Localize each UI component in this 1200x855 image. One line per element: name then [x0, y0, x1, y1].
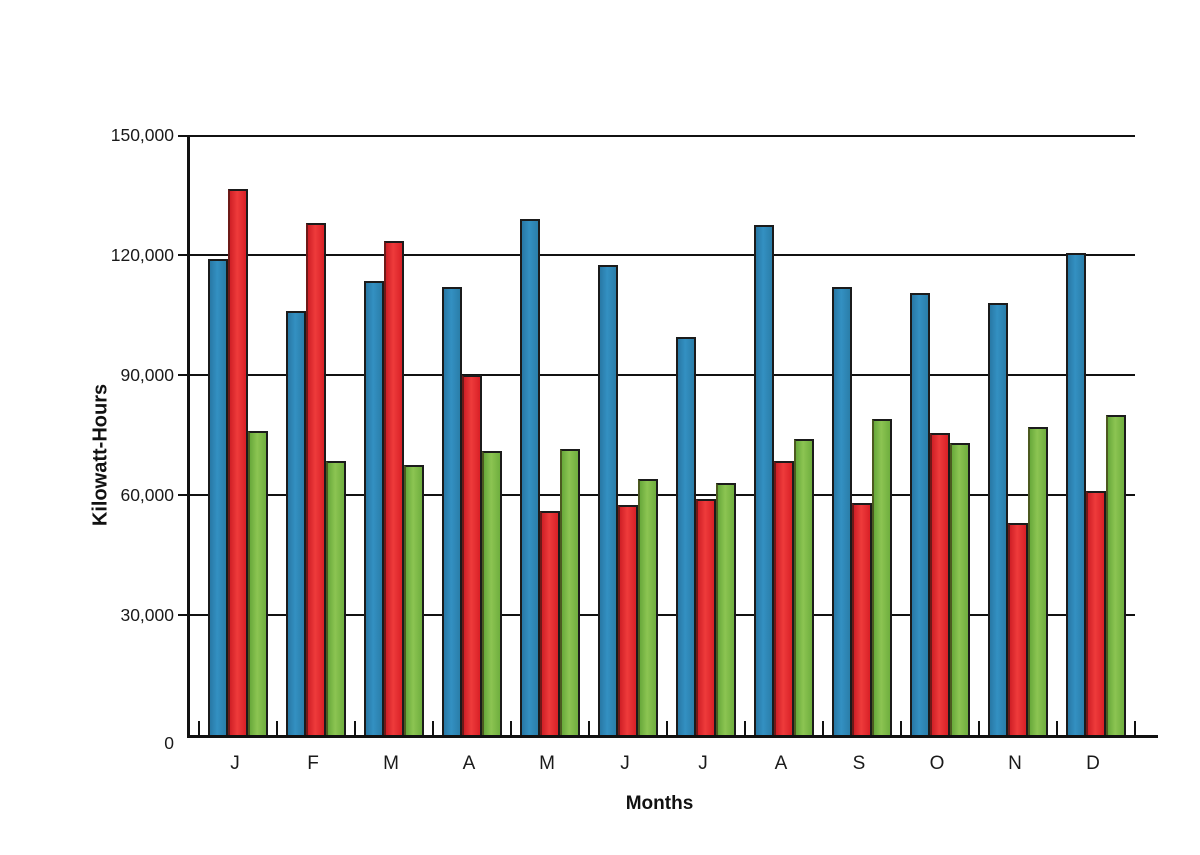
bar-m12-red	[1086, 491, 1106, 735]
x-tick-label-m4: A	[462, 753, 476, 774]
bar-m9-green	[872, 419, 892, 735]
x-tick-label-m9: S	[852, 753, 866, 774]
gridline-30000	[190, 614, 1135, 616]
bar-m1-red	[228, 189, 248, 735]
bar-m1-blue	[208, 259, 228, 735]
x-tickmark-7	[744, 721, 746, 735]
bar-m7-red	[696, 499, 716, 735]
plot-area	[178, 135, 1158, 738]
bar-m2-red	[306, 223, 326, 735]
gridline-90000	[190, 374, 1135, 376]
x-tickmark-3	[432, 721, 434, 735]
gridline-150000	[190, 135, 1135, 137]
x-tickmark-8	[822, 721, 824, 735]
x-tick-label-m7: J	[698, 753, 708, 774]
x-tick-label-m1: J	[230, 753, 240, 774]
y-tickmark-150000	[178, 135, 190, 137]
bar-m4-red	[462, 375, 482, 735]
bar-m7-green	[716, 483, 736, 735]
bar-m8-green	[794, 439, 814, 735]
bar-m6-red	[618, 505, 638, 735]
x-tick-label-m8: A	[774, 753, 788, 774]
y-tickmark-90000	[178, 374, 190, 376]
bar-m4-green	[482, 451, 502, 735]
gridline-60000	[190, 494, 1135, 496]
x-tickmark-10	[978, 721, 980, 735]
bar-m3-red	[384, 241, 404, 735]
bar-m7-blue	[676, 337, 696, 735]
bar-m8-red	[774, 461, 794, 735]
x-tick-label-m12: D	[1086, 753, 1100, 774]
y-tick-label-0: 0	[164, 733, 174, 753]
bar-m10-green	[950, 443, 970, 735]
bar-m10-red	[930, 433, 950, 735]
x-tick-label-m11: N	[1008, 753, 1022, 774]
x-tickmark-0	[198, 721, 200, 735]
y-tick-label-60000: 60,000	[120, 485, 174, 505]
x-tickmark-9	[900, 721, 902, 735]
y-tick-label-150000: 150,000	[110, 125, 174, 145]
bar-m4-blue	[442, 287, 462, 735]
bar-m10-blue	[910, 293, 930, 735]
x-tick-label-m2: F	[307, 753, 319, 774]
x-tick-label-m10: O	[929, 753, 945, 774]
bar-m1-green	[248, 431, 268, 735]
bar-m12-blue	[1066, 253, 1086, 735]
y-tickmark-120000	[178, 254, 190, 256]
gridline-120000	[190, 254, 1135, 256]
y-tick-label-120000: 120,000	[110, 245, 174, 265]
bar-m11-green	[1028, 427, 1048, 735]
x-tickmark-2	[354, 721, 356, 735]
x-tickmark-6	[666, 721, 668, 735]
y-tickmark-60000	[178, 494, 190, 496]
bar-m11-blue	[988, 303, 1008, 735]
bar-m3-green	[404, 465, 424, 735]
x-tick-label-m6: J	[620, 753, 630, 774]
bar-m6-green	[638, 479, 658, 735]
bar-m8-blue	[754, 225, 774, 735]
bar-m5-green	[560, 449, 580, 735]
bar-m3-blue	[364, 281, 384, 735]
y-tickmark-30000	[178, 614, 190, 616]
bar-m2-green	[326, 461, 346, 735]
bar-m6-blue	[598, 265, 618, 735]
x-tickmark-12	[1134, 721, 1136, 735]
x-axis-title: Months	[625, 793, 694, 814]
x-tick-label-m5: M	[539, 753, 555, 774]
bar-m5-blue	[520, 219, 540, 735]
bar-m5-red	[540, 511, 560, 735]
bar-m12-green	[1106, 415, 1126, 735]
bar-m9-red	[852, 503, 872, 735]
x-tickmark-4	[510, 721, 512, 735]
x-tickmark-1	[276, 721, 278, 735]
x-tick-label-m3: M	[383, 753, 399, 774]
x-tickmark-5	[588, 721, 590, 735]
x-tickmark-11	[1056, 721, 1058, 735]
bar-m2-blue	[286, 311, 306, 735]
y-tick-label-30000: 30,000	[120, 605, 174, 625]
y-tick-label-90000: 90,000	[120, 365, 174, 385]
bar-m9-blue	[832, 287, 852, 735]
bar-m11-red	[1008, 523, 1028, 735]
